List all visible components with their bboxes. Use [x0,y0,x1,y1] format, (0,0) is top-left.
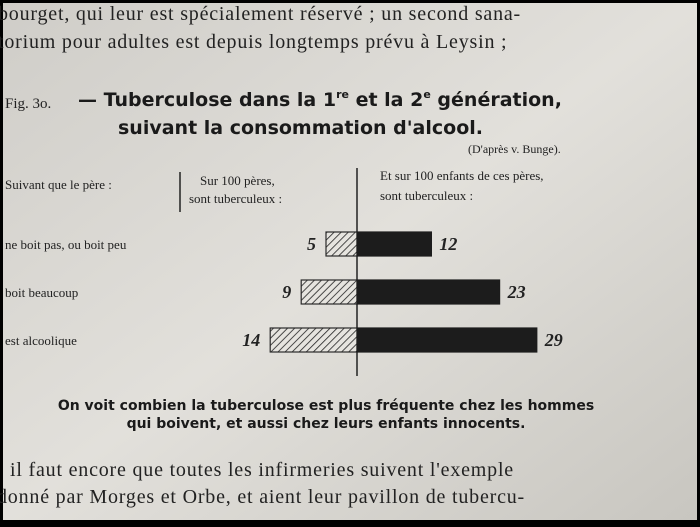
superscript: e [423,88,430,101]
category-label: boit beaucoup [5,285,78,300]
bar [356,327,538,353]
bar [325,231,358,257]
superscript: re [336,88,349,101]
caption: qui boivent, et aussi chez leurs enfants… [127,416,526,432]
paper [3,3,697,520]
value-label: 12 [439,234,457,254]
title-part: et la 2 [349,89,423,111]
category-label: est alcoolique [5,333,77,348]
title-part: — Tuberculose dans la 1 [78,89,336,111]
value-label: 5 [307,234,316,254]
figure-title: — Tuberculose dans la 1re et la 2e génér… [78,88,562,111]
category-label: ne boit pas, ou boit peu [5,237,127,252]
figure-label: Fig. 3o. [5,96,51,112]
bar [300,279,358,305]
value-label: 9 [282,282,291,302]
left-header: sont tuberculeux : [189,191,282,206]
value-label: 29 [544,330,563,350]
value-label: 14 [242,330,260,350]
right-header: sont tuberculeux : [380,188,473,203]
bottom-line: il faut encore que toutes les infirmerie… [10,459,514,481]
bar [356,231,433,257]
caption: On voit combien la tuberculose est plus … [58,398,594,414]
title-part: génération, [431,89,562,111]
value-label: 23 [507,282,526,302]
top-line: torium pour adultes est depuis longtemps… [0,31,507,53]
bar [356,279,501,305]
figure-title-line2: suivant la consommation d'alcool. [118,117,483,139]
left-header: Sur 100 pères, [200,173,275,188]
category-header: Suivant que le père : [5,177,112,192]
top-line: bourget, qui leur est spécialement réser… [0,3,521,25]
right-header: Et sur 100 enfants de ces pères, [380,168,544,183]
bar [269,327,358,353]
source: (D'après v. Bunge). [468,142,561,156]
bottom-line: donné par Morges et Orbe, et aient leur … [0,486,525,508]
